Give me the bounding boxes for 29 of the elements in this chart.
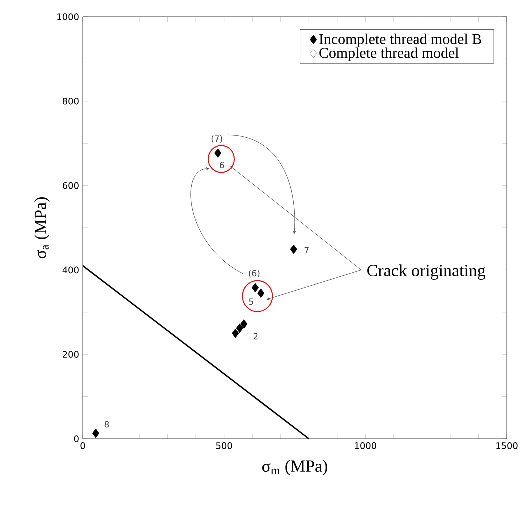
annotation: Crack originating bbox=[368, 264, 486, 280]
x-tick-label: 500 bbox=[216, 442, 232, 450]
point bbox=[214, 148, 222, 158]
annotation: (6) bbox=[249, 270, 260, 278]
annotation: 7 bbox=[304, 247, 309, 254]
point bbox=[252, 283, 260, 293]
annotation: 2 bbox=[254, 333, 258, 340]
y-tick-label: 0 bbox=[74, 436, 79, 442]
y-tick-label: 400 bbox=[62, 266, 79, 274]
legend-label: Complete thread model bbox=[320, 48, 459, 62]
point bbox=[240, 320, 248, 329]
annotation: 6 bbox=[220, 162, 224, 169]
point bbox=[236, 324, 244, 334]
point bbox=[232, 328, 240, 338]
y-tick-label: 600 bbox=[62, 182, 79, 190]
y-axis-title: σ$_{a}$ (MPa) bbox=[34, 198, 50, 259]
y-tick-label: 800 bbox=[62, 98, 79, 105]
x-tick-label: 1000 bbox=[355, 442, 376, 450]
legend-label: Incomplete thread model B bbox=[320, 34, 482, 48]
x-tick-label: 1500 bbox=[496, 442, 518, 450]
annotation: (7) bbox=[212, 136, 222, 144]
y-tick-label: 200 bbox=[63, 351, 79, 358]
x-tick-label: 0 bbox=[80, 442, 86, 450]
annotation: 5 bbox=[249, 298, 254, 306]
annotation: 8 bbox=[104, 421, 110, 428]
point bbox=[92, 428, 100, 438]
y-tick-label: 1000 bbox=[58, 14, 79, 20]
x-axis-title: σ$_{m}$ (MPa) bbox=[262, 460, 328, 476]
point bbox=[290, 244, 298, 254]
